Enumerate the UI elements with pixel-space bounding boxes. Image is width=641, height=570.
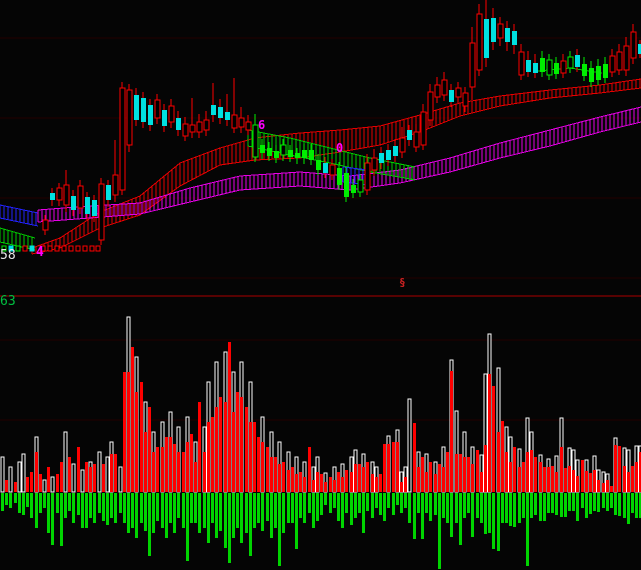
- signal-6-marker: 6: [258, 118, 266, 132]
- section-marker: §: [399, 276, 406, 289]
- signal-4-marker: 4: [36, 245, 44, 260]
- price-axis-label: 58: [0, 248, 16, 263]
- volume-axis-label: 63: [0, 294, 16, 309]
- signal-0-marker: 0: [336, 141, 344, 155]
